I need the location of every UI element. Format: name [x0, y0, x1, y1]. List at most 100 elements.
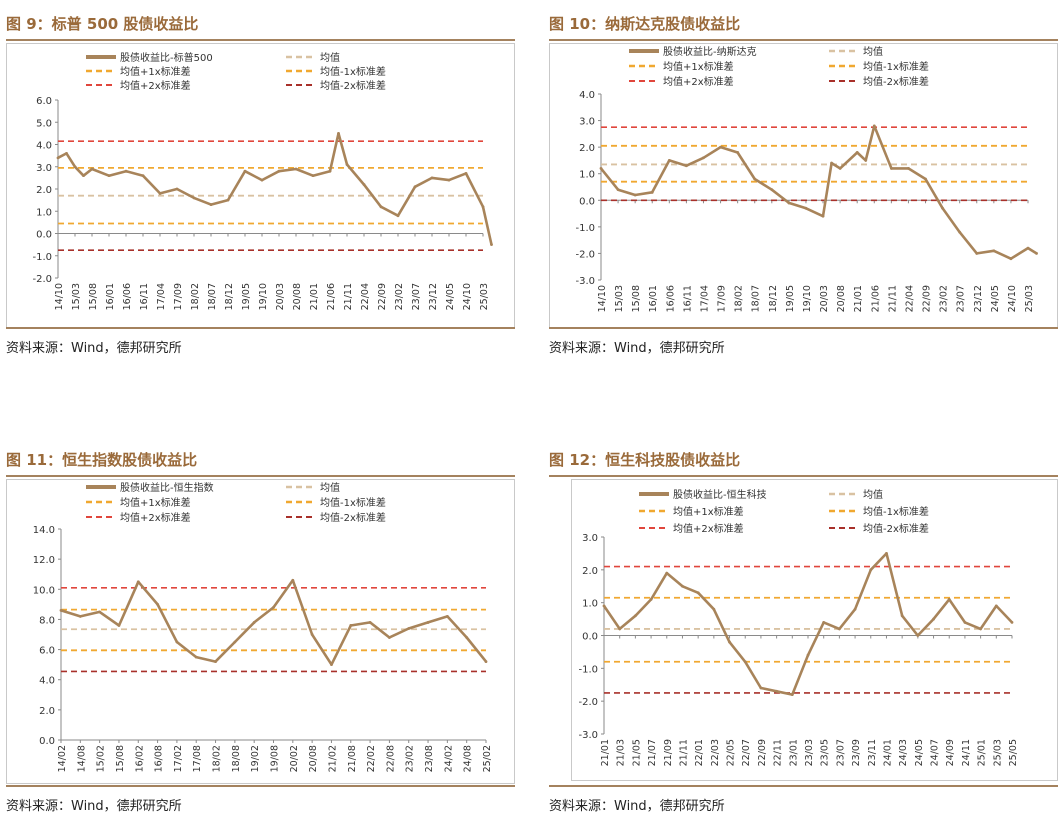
series-point-4	[667, 159, 671, 162]
x-tick-label-12: 20/02	[289, 745, 300, 772]
series-point-0	[602, 604, 606, 608]
series-point-9	[753, 177, 757, 181]
series-point-12	[804, 206, 808, 210]
x-tick-label-6: 22/01	[694, 739, 705, 766]
y-tick-label-3: 3.0	[36, 163, 52, 174]
x-tick-label-12: 23/01	[788, 739, 799, 766]
x-tick-label-9: 18/08	[231, 745, 242, 772]
series-point-10	[770, 188, 774, 192]
series-point-6	[696, 591, 700, 595]
x-tick-label-23: 24/11	[961, 739, 972, 766]
legend-label-3: 均值-1x标准差	[863, 60, 929, 73]
series-point-15	[838, 167, 842, 170]
x-tick-label-25: 25/03	[992, 739, 1003, 766]
series-point-9	[743, 660, 747, 664]
x-tick-label-26: 25/05	[1008, 739, 1019, 766]
series-line	[60, 578, 488, 666]
y-tick-label-6: 2.0	[39, 706, 55, 717]
series-point-25	[430, 176, 434, 180]
figure-9-title: 图 9：标普 500 股债收益比	[6, 15, 199, 33]
series-line	[57, 132, 493, 245]
x-tick-label-25: 25/03	[1024, 285, 1035, 312]
y-tick-label-2: 4.0	[36, 141, 52, 152]
y-tick-label-4: -1.0	[578, 664, 598, 675]
legend-label-2: 均值+1x标准差	[120, 65, 191, 78]
x-tick-label-17: 22/08	[385, 745, 396, 772]
legend-label-0: 股债收益比-恒生指数	[120, 481, 214, 494]
series-point-2	[98, 610, 102, 614]
x-tick-label-8: 18/02	[734, 285, 745, 312]
x-tick-label-4: 16/06	[665, 285, 676, 312]
x-tick-label-13: 20/08	[308, 745, 319, 772]
x-tick-label-13: 23/03	[804, 739, 815, 766]
y-tick-label-6: 0.0	[36, 230, 52, 241]
y-tick-label-3: 0.0	[582, 632, 598, 643]
series-point-11	[272, 605, 275, 609]
y-tick-label-1: 2.0	[582, 566, 598, 577]
series-point-3	[649, 597, 653, 601]
y-tick-label-0: 3.0	[582, 533, 598, 544]
x-tick-label-16: 23/09	[851, 739, 862, 766]
series-point-4	[665, 571, 669, 575]
series-point-23	[963, 620, 967, 624]
figure-9-source: 资料来源：Wind，德邦研究所	[6, 341, 182, 356]
y-tick-label-1: 12.0	[33, 555, 55, 566]
figure-9-title-rule	[6, 39, 515, 41]
x-tick-label-22: 24/09	[945, 739, 956, 766]
x-tick-label-10: 18/12	[768, 285, 779, 312]
series-point-15	[277, 169, 281, 173]
x-tick-label-25: 25/03	[479, 283, 490, 310]
series-point-23	[396, 214, 400, 218]
figure-10-title-rule	[549, 39, 1058, 41]
series-point-8	[736, 151, 740, 154]
series-point-5	[685, 164, 688, 168]
y-tick-label-6: -2.0	[575, 249, 595, 260]
series-point-28	[1035, 252, 1038, 255]
x-tick-label-22: 25/02	[482, 745, 493, 772]
legend-label-2: 均值+1x标准差	[120, 496, 191, 509]
series-point-7	[719, 145, 722, 149]
series-point-17	[311, 174, 315, 178]
series-point-11	[209, 203, 213, 206]
series-point-9	[175, 187, 179, 191]
y-tick-label-0: 14.0	[33, 525, 55, 536]
series-point-21	[924, 177, 927, 181]
series-point-14	[330, 663, 333, 667]
series-point-11	[787, 201, 791, 205]
x-tick-label-24: 24/10	[1007, 285, 1018, 312]
figure-12-source: 资料来源：Wind，德邦研究所	[549, 799, 725, 814]
series-point-26	[1010, 620, 1014, 624]
series-point-16	[294, 167, 298, 171]
x-tick-label-18: 24/01	[882, 739, 893, 766]
series-point-4	[136, 580, 140, 584]
series-point-12	[291, 578, 295, 582]
series-point-7	[194, 655, 198, 659]
x-tick-label-2: 15/08	[631, 285, 642, 312]
series-point-22	[379, 205, 383, 209]
series-point-10	[252, 621, 256, 624]
y-tick-label-1: 5.0	[36, 118, 52, 129]
series-point-18	[407, 627, 411, 630]
x-tick-label-17: 21/11	[887, 285, 898, 312]
x-tick-label-7: 17/09	[717, 285, 728, 312]
series-point-10	[759, 686, 763, 690]
legend-label-0: 股债收益比-纳斯达克	[663, 45, 757, 58]
y-tick-label-7: 0.0	[39, 736, 55, 747]
x-tick-label-20: 23/02	[394, 283, 405, 310]
series-point-2	[633, 193, 637, 197]
x-tick-label-3: 15/08	[115, 745, 126, 772]
y-tick-label-1: 3.0	[579, 117, 595, 128]
legend-label-0: 股债收益比-恒生科技	[673, 488, 767, 501]
y-tick-label-2: 10.0	[33, 585, 55, 596]
x-tick-label-0: 14/02	[57, 745, 68, 772]
x-tick-label-10: 19/02	[250, 745, 261, 772]
series-point-28	[481, 205, 485, 209]
series-point-17	[864, 159, 868, 162]
x-tick-label-11: 19/05	[785, 285, 796, 312]
series-point-6	[175, 640, 179, 644]
figure-9-bottom-rule	[6, 327, 515, 329]
y-tick-label-6: -3.0	[578, 730, 598, 741]
series-point-7	[141, 174, 145, 178]
